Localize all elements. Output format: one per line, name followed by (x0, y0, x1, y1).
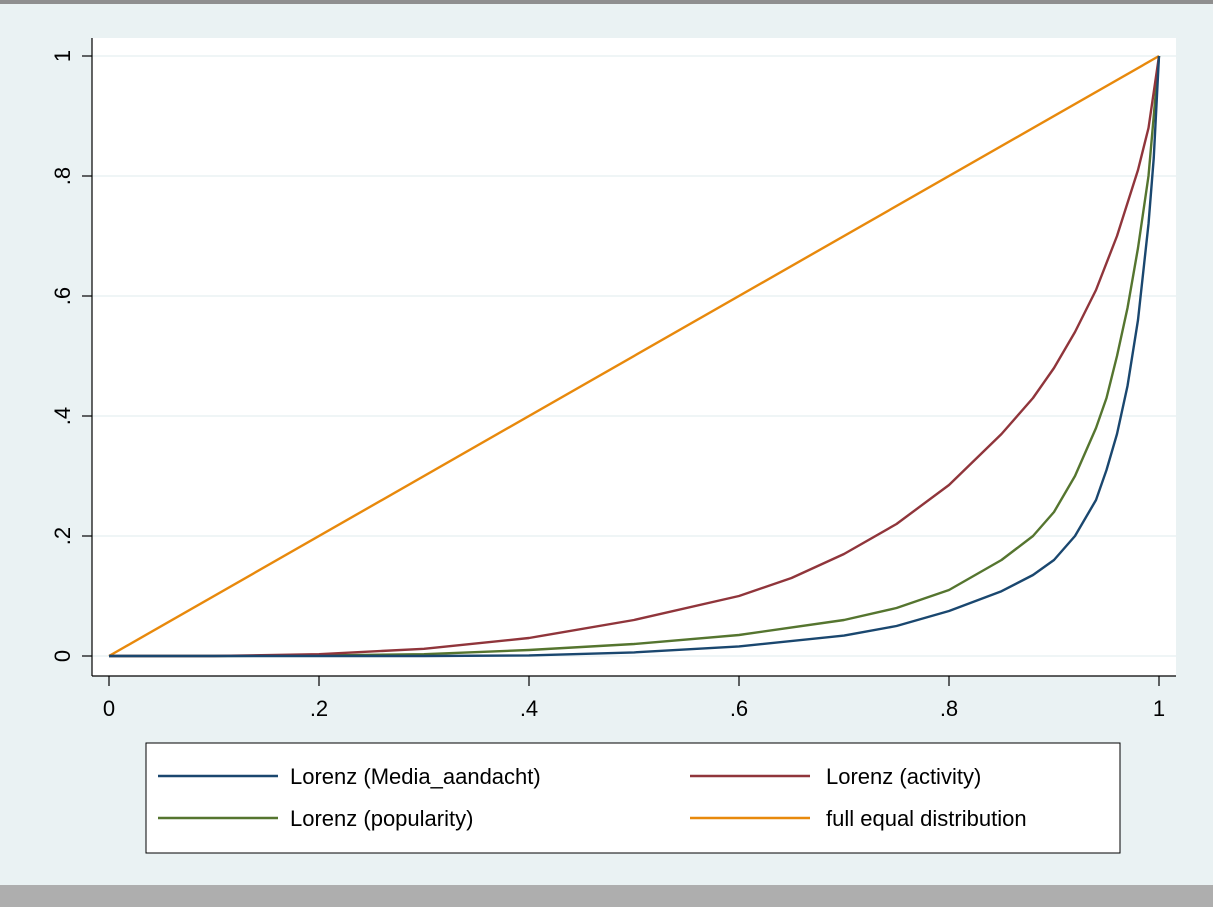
legend-label-2: Lorenz (popularity) (290, 806, 473, 831)
legend: Lorenz (Media_aandacht) Lorenz (activity)… (145, 742, 1121, 854)
y-tick-label-0: 0 (50, 650, 75, 662)
series-line-2 (109, 55, 1161, 658)
x-tick-label-5: 1 (1153, 696, 1165, 721)
lorenz-chart: 0 .2 .4 .6 .8 1 0 .2 .4 .6 .8 1 Lorenz (Media_aand… (50, 38, 1176, 854)
y-tick-label-4: .8 (50, 167, 75, 185)
y-tick-label-5: 1 (50, 50, 75, 62)
legend-box (145, 742, 1121, 854)
legend-items: Lorenz (Media_aandacht) Lorenz (activity)… (158, 764, 1027, 831)
x-tick-label-1: .2 (310, 696, 328, 721)
series-line-0 (109, 55, 1161, 658)
x-tick-label-3: .6 (730, 696, 748, 721)
x-tick-label-2: .4 (520, 696, 538, 721)
y-tick-label-3: .6 (50, 287, 75, 305)
window-frame-top (0, 0, 1213, 4)
axes (91, 38, 1176, 677)
series-lines (108, 54, 1161, 658)
series-line-3 (108, 54, 1160, 658)
legend-label-3: full equal distribution (826, 806, 1027, 831)
x-tick-label-0: 0 (103, 696, 115, 721)
y-tick-label-1: .2 (50, 527, 75, 545)
x-ticks: 0 .2 .4 .6 .8 1 (103, 676, 1165, 721)
y-tick-label-2: .4 (50, 407, 75, 425)
series-line-1 (109, 55, 1161, 658)
x-tick-label-4: .8 (940, 696, 958, 721)
y-ticks: 0 .2 .4 .6 .8 1 (50, 50, 92, 662)
window-bottom-bar (0, 885, 1213, 907)
legend-label-0: Lorenz (Media_aandacht) (290, 764, 541, 789)
legend-label-1: Lorenz (activity) (826, 764, 981, 789)
